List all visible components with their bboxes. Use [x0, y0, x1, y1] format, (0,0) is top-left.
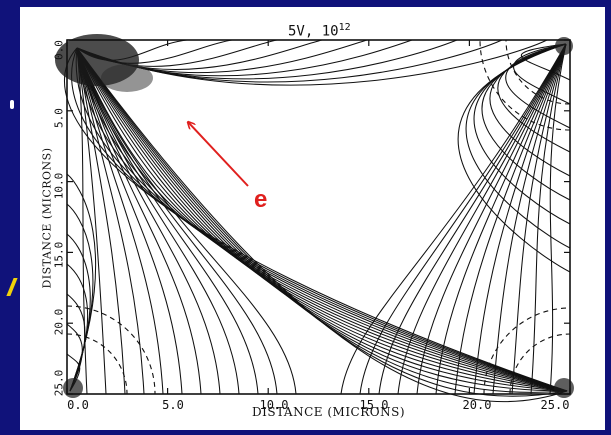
field-line: [76, 47, 568, 392]
y-tick-label: 15.0: [52, 241, 66, 269]
x-axis-label: DISTANCE (MICRONS): [252, 405, 406, 419]
electron-label: e: [254, 186, 268, 213]
field-line: [76, 47, 568, 392]
corner-dense-region: [554, 378, 574, 398]
field-line: [76, 47, 202, 395]
field-line: [76, 47, 568, 392]
field-line: [76, 47, 568, 392]
field-line: [457, 43, 571, 273]
field-line: [359, 43, 567, 395]
field-line: [76, 47, 568, 392]
field-line: [76, 47, 240, 395]
field-line: [530, 43, 567, 395]
field-line: [511, 43, 567, 395]
field-line: [76, 39, 548, 86]
field-line: [75, 47, 568, 392]
field-line: [340, 43, 567, 395]
corner-dense-region: [63, 378, 83, 398]
field-line: [66, 323, 83, 392]
figure-title-exponent: 12: [338, 22, 351, 33]
field-line: [76, 47, 568, 393]
field-line: [473, 43, 567, 395]
field-line: [76, 47, 568, 392]
field-line: [76, 47, 221, 395]
field-line: [76, 47, 568, 403]
plot-frame: [66, 39, 571, 395]
x-tick-label: 25.0: [540, 398, 570, 412]
corner-convergence-regions: [55, 34, 574, 398]
field-line: [76, 47, 568, 397]
x-tick-label: 20.0: [462, 398, 492, 412]
field-line: [378, 43, 567, 395]
field-line: [513, 43, 571, 105]
field-line: [76, 47, 278, 395]
field-line: [76, 47, 145, 395]
field-line: [76, 47, 568, 392]
field-line: [76, 47, 164, 395]
x-tick-label: 0.0: [67, 398, 89, 412]
field-line: [71, 47, 568, 392]
field-line: [76, 47, 183, 395]
axis-tick-marks: [66, 39, 571, 395]
y-tick-label: 5.0: [52, 108, 66, 128]
x-tick-label: 5.0: [162, 398, 184, 412]
field-line: [76, 47, 126, 395]
electron-arrow: [188, 122, 249, 187]
field-line: [505, 43, 571, 129]
depletion-boundaries: [66, 39, 571, 395]
field-line: [76, 47, 107, 395]
depletion-arc: [509, 333, 571, 395]
field-line: [76, 47, 259, 395]
x-tick-label: 10.0: [259, 398, 289, 412]
depletion-arc: [483, 307, 571, 395]
field-line: [66, 233, 91, 392]
field-line: [549, 43, 567, 395]
depletion-arc: [479, 39, 571, 131]
depletion-arc: [66, 333, 128, 395]
field-line: [76, 47, 297, 395]
field-line: [397, 43, 567, 395]
field-line: [76, 47, 568, 392]
y-tick-label: 10.0: [52, 172, 66, 200]
corner-dense-region: [101, 64, 153, 92]
field-line: [76, 47, 568, 392]
field-line: [416, 43, 567, 395]
field-lines-group: [64, 39, 571, 403]
field-line: [492, 43, 567, 395]
y-tick-label: 20.0: [52, 308, 66, 336]
x-tick-label: 15.0: [359, 398, 389, 412]
depletion-arc: [66, 305, 156, 395]
field-line: [435, 43, 567, 395]
field-line: [454, 43, 567, 395]
y-tick-label: 25.0: [52, 369, 66, 397]
depletion-arc: [505, 39, 571, 105]
field-line: [66, 173, 97, 392]
y-tick-label: 0.0: [52, 40, 66, 60]
field-line: [76, 47, 568, 392]
edge-dot-mark: [10, 100, 14, 109]
figure-title-main: 5V, 10: [288, 23, 339, 40]
figure-title: 5V, 1012: [288, 22, 351, 40]
corner-dense-region: [555, 37, 573, 55]
